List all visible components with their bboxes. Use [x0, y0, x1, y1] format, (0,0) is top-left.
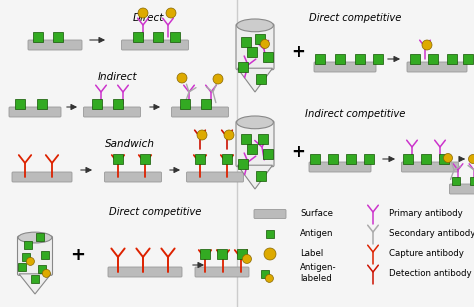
Text: Direct competitive: Direct competitive — [109, 207, 201, 217]
FancyBboxPatch shape — [449, 184, 474, 194]
Ellipse shape — [18, 232, 52, 243]
Circle shape — [242, 255, 251, 263]
Text: Antigen-
labeled: Antigen- labeled — [300, 263, 337, 283]
Circle shape — [27, 257, 35, 265]
Text: +: + — [291, 43, 305, 61]
Ellipse shape — [237, 19, 273, 32]
FancyBboxPatch shape — [108, 267, 182, 277]
Text: Capture antibody: Capture antibody — [389, 248, 464, 258]
Circle shape — [138, 8, 148, 18]
Circle shape — [166, 8, 176, 18]
Circle shape — [422, 40, 432, 50]
Text: Indirect: Indirect — [98, 72, 138, 82]
FancyBboxPatch shape — [236, 121, 274, 167]
Text: Secondary antibody: Secondary antibody — [389, 228, 474, 238]
FancyBboxPatch shape — [12, 172, 72, 182]
FancyBboxPatch shape — [18, 236, 53, 275]
Text: Sandwich: Sandwich — [105, 139, 155, 149]
Text: +: + — [71, 246, 85, 264]
Polygon shape — [237, 165, 273, 189]
FancyBboxPatch shape — [172, 107, 228, 117]
Circle shape — [264, 248, 276, 260]
Text: +: + — [291, 143, 305, 161]
FancyBboxPatch shape — [186, 172, 244, 182]
FancyBboxPatch shape — [407, 62, 467, 72]
FancyBboxPatch shape — [401, 162, 458, 172]
Circle shape — [42, 270, 50, 278]
FancyBboxPatch shape — [28, 40, 82, 50]
Circle shape — [444, 154, 453, 162]
Circle shape — [197, 130, 207, 140]
Polygon shape — [19, 274, 51, 294]
Text: Antigen: Antigen — [300, 228, 334, 238]
Circle shape — [468, 154, 474, 164]
FancyBboxPatch shape — [309, 162, 371, 172]
Text: Direct competitive: Direct competitive — [309, 13, 401, 23]
FancyBboxPatch shape — [121, 40, 189, 50]
Ellipse shape — [237, 116, 273, 129]
FancyBboxPatch shape — [83, 107, 140, 117]
Text: Indirect competitive: Indirect competitive — [305, 109, 405, 119]
Circle shape — [224, 130, 234, 140]
FancyBboxPatch shape — [254, 209, 286, 219]
Text: Primary antibody: Primary antibody — [389, 208, 463, 217]
Polygon shape — [237, 68, 273, 92]
Text: Detection antibody: Detection antibody — [389, 269, 472, 278]
Circle shape — [213, 74, 223, 84]
Circle shape — [260, 40, 269, 49]
Text: Surface: Surface — [300, 208, 333, 217]
FancyBboxPatch shape — [9, 107, 61, 117]
Circle shape — [177, 73, 187, 83]
Circle shape — [265, 274, 273, 282]
FancyBboxPatch shape — [314, 62, 376, 72]
Text: Label: Label — [300, 248, 323, 258]
FancyBboxPatch shape — [236, 24, 274, 70]
FancyBboxPatch shape — [104, 172, 162, 182]
Text: Direct: Direct — [132, 13, 164, 23]
FancyBboxPatch shape — [195, 267, 249, 277]
